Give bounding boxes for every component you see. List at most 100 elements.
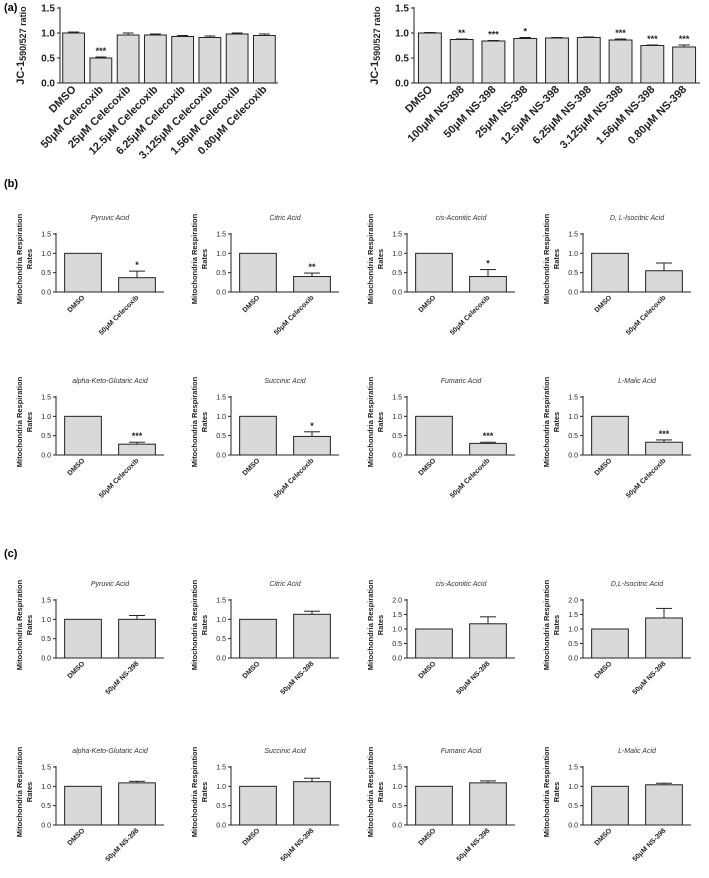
bar bbox=[469, 276, 507, 293]
y-tick-label: 1.5 bbox=[41, 394, 51, 401]
y-tick-label: 0.5 bbox=[41, 636, 51, 643]
y-tick-label: 0.0 bbox=[392, 452, 402, 459]
y-tick-label: 1.0 bbox=[568, 414, 578, 421]
bar bbox=[415, 628, 453, 659]
significance-label: * bbox=[135, 260, 139, 270]
y-tick-label: 0.5 bbox=[216, 636, 226, 643]
y-tick-label: 0.5 bbox=[41, 433, 51, 440]
x-tick-label: DMSO bbox=[418, 660, 438, 680]
y-tick-label: 1.0 bbox=[392, 414, 402, 421]
x-tick-label: DMSO bbox=[242, 660, 262, 680]
bar bbox=[591, 628, 629, 659]
x-tick-label: DMSO bbox=[67, 294, 87, 314]
x-tick-label: 50μM NS-398 bbox=[105, 827, 141, 863]
bar bbox=[576, 37, 601, 84]
y-axis-label: Mitochondria RespirationRates bbox=[190, 579, 209, 670]
chart-title: alpha-Keto-Glutaric Acid bbox=[72, 748, 149, 755]
x-tick-label: 50μM Celecoxib bbox=[625, 457, 667, 499]
x-tick-label: 50μM Celecoxib bbox=[449, 294, 491, 336]
chart-title: cis-Aconitic Acid bbox=[436, 581, 488, 588]
significance-label: *** bbox=[488, 30, 499, 40]
y-tick-label: 1.5 bbox=[41, 764, 51, 771]
y-tick-label: 0.5 bbox=[568, 270, 578, 277]
x-tick-label: DMSO bbox=[594, 294, 614, 314]
y-tick-label: 1.0 bbox=[392, 626, 402, 633]
y-axis-label: Mitochondria RespirationRates bbox=[366, 746, 385, 837]
panel-label-a: (a) bbox=[4, 2, 18, 14]
y-axis-label: Mitochondria RespirationRates bbox=[542, 213, 561, 304]
y-tick-label: 0.0 bbox=[568, 452, 578, 459]
bar bbox=[89, 57, 113, 84]
chart-title: D, L-Isocitric Acid bbox=[610, 215, 665, 222]
x-tick-label: DMSO bbox=[594, 827, 614, 847]
y-tick-label: 0.5 bbox=[41, 54, 55, 65]
y-tick-label: 1.0 bbox=[41, 29, 55, 40]
y-tick-label: 0.0 bbox=[216, 289, 226, 296]
significance-label: *** bbox=[483, 431, 494, 441]
y-tick-label: 1.0 bbox=[216, 784, 226, 791]
y-tick-label: 0.0 bbox=[392, 289, 402, 296]
y-tick-label: 0.5 bbox=[568, 641, 578, 648]
x-tick-label: DMSO bbox=[594, 457, 614, 477]
chart-c2: Citric Acid 0.0 0.5 1.0 1.5 Mitochondria Resp… bbox=[190, 579, 339, 696]
bar bbox=[62, 32, 86, 84]
y-tick-label: 2.0 bbox=[392, 597, 402, 604]
chart-title: cis-Aconitic Acid bbox=[436, 215, 488, 222]
y-tick-label: 0.0 bbox=[41, 289, 51, 296]
y-tick-label: 0.5 bbox=[392, 433, 402, 440]
bar bbox=[118, 618, 156, 659]
x-tick-label: 50μM NS-398 bbox=[632, 660, 668, 696]
y-tick-label: 0.5 bbox=[216, 433, 226, 440]
chart-title: Fumaric Acid bbox=[441, 378, 483, 385]
y-tick-label: 1.0 bbox=[568, 784, 578, 791]
y-tick-label: 1.0 bbox=[216, 414, 226, 421]
significance-label: ** bbox=[458, 28, 466, 38]
y-tick-label: 0.0 bbox=[395, 79, 409, 90]
bar bbox=[608, 39, 633, 84]
x-tick-label: DMSO bbox=[594, 660, 614, 680]
bar bbox=[171, 36, 195, 84]
y-tick-label: 1.0 bbox=[568, 626, 578, 633]
chart-c4: D,L-Isocitric Acid 0.0 0.5 1.0 1.5 2.0 Mitocho… bbox=[542, 579, 691, 696]
y-tick-label: 1.5 bbox=[568, 612, 578, 619]
y-tick-label: 0.0 bbox=[41, 79, 55, 90]
x-tick-label: DMSO bbox=[242, 457, 262, 477]
bar bbox=[591, 415, 629, 456]
chart-title: D,L-Isocitric Acid bbox=[611, 581, 664, 588]
y-tick-label: 0.0 bbox=[41, 655, 51, 662]
bar bbox=[118, 782, 156, 826]
bar bbox=[645, 617, 683, 659]
y-tick-label: 0.5 bbox=[216, 803, 226, 810]
chart-title: Succinic Acid bbox=[264, 748, 306, 755]
x-tick-label: DMSO bbox=[418, 294, 438, 314]
y-axis-label: Mitochondria RespirationRates bbox=[366, 213, 385, 304]
y-axis-label: Mitochondria RespirationRates bbox=[190, 213, 209, 304]
y-tick-label: 1.5 bbox=[216, 764, 226, 771]
y-tick-label: 0.5 bbox=[568, 803, 578, 810]
y-tick-label: 0.5 bbox=[568, 433, 578, 440]
bar bbox=[64, 785, 102, 826]
significance-label: *** bbox=[132, 431, 143, 441]
bar bbox=[293, 435, 331, 456]
y-axis-label: Mitochondria RespirationRates bbox=[542, 746, 561, 837]
y-tick-label: 0.5 bbox=[41, 270, 51, 277]
y-tick-label: 1.0 bbox=[216, 617, 226, 624]
y-tick-label: 1.0 bbox=[41, 251, 51, 258]
bar bbox=[118, 277, 156, 293]
x-tick-label: DMSO bbox=[67, 827, 87, 847]
chart-a1: 0.00.51.01.5JC-1590/527 ratioDMSO***50μM… bbox=[15, 4, 278, 162]
x-tick-label: DMSO bbox=[242, 294, 262, 314]
bar bbox=[64, 415, 102, 456]
bar bbox=[252, 35, 276, 84]
x-tick-label: 50μM Celecoxib bbox=[449, 457, 491, 499]
chart-title: Citric Acid bbox=[269, 215, 301, 222]
bar bbox=[469, 442, 507, 456]
bar bbox=[481, 40, 506, 84]
bar bbox=[415, 415, 453, 456]
chart-title: L-Malic Acid bbox=[618, 748, 657, 755]
bar bbox=[64, 618, 102, 659]
bar bbox=[640, 45, 665, 84]
significance-label: * bbox=[310, 421, 314, 431]
bar bbox=[545, 37, 569, 84]
